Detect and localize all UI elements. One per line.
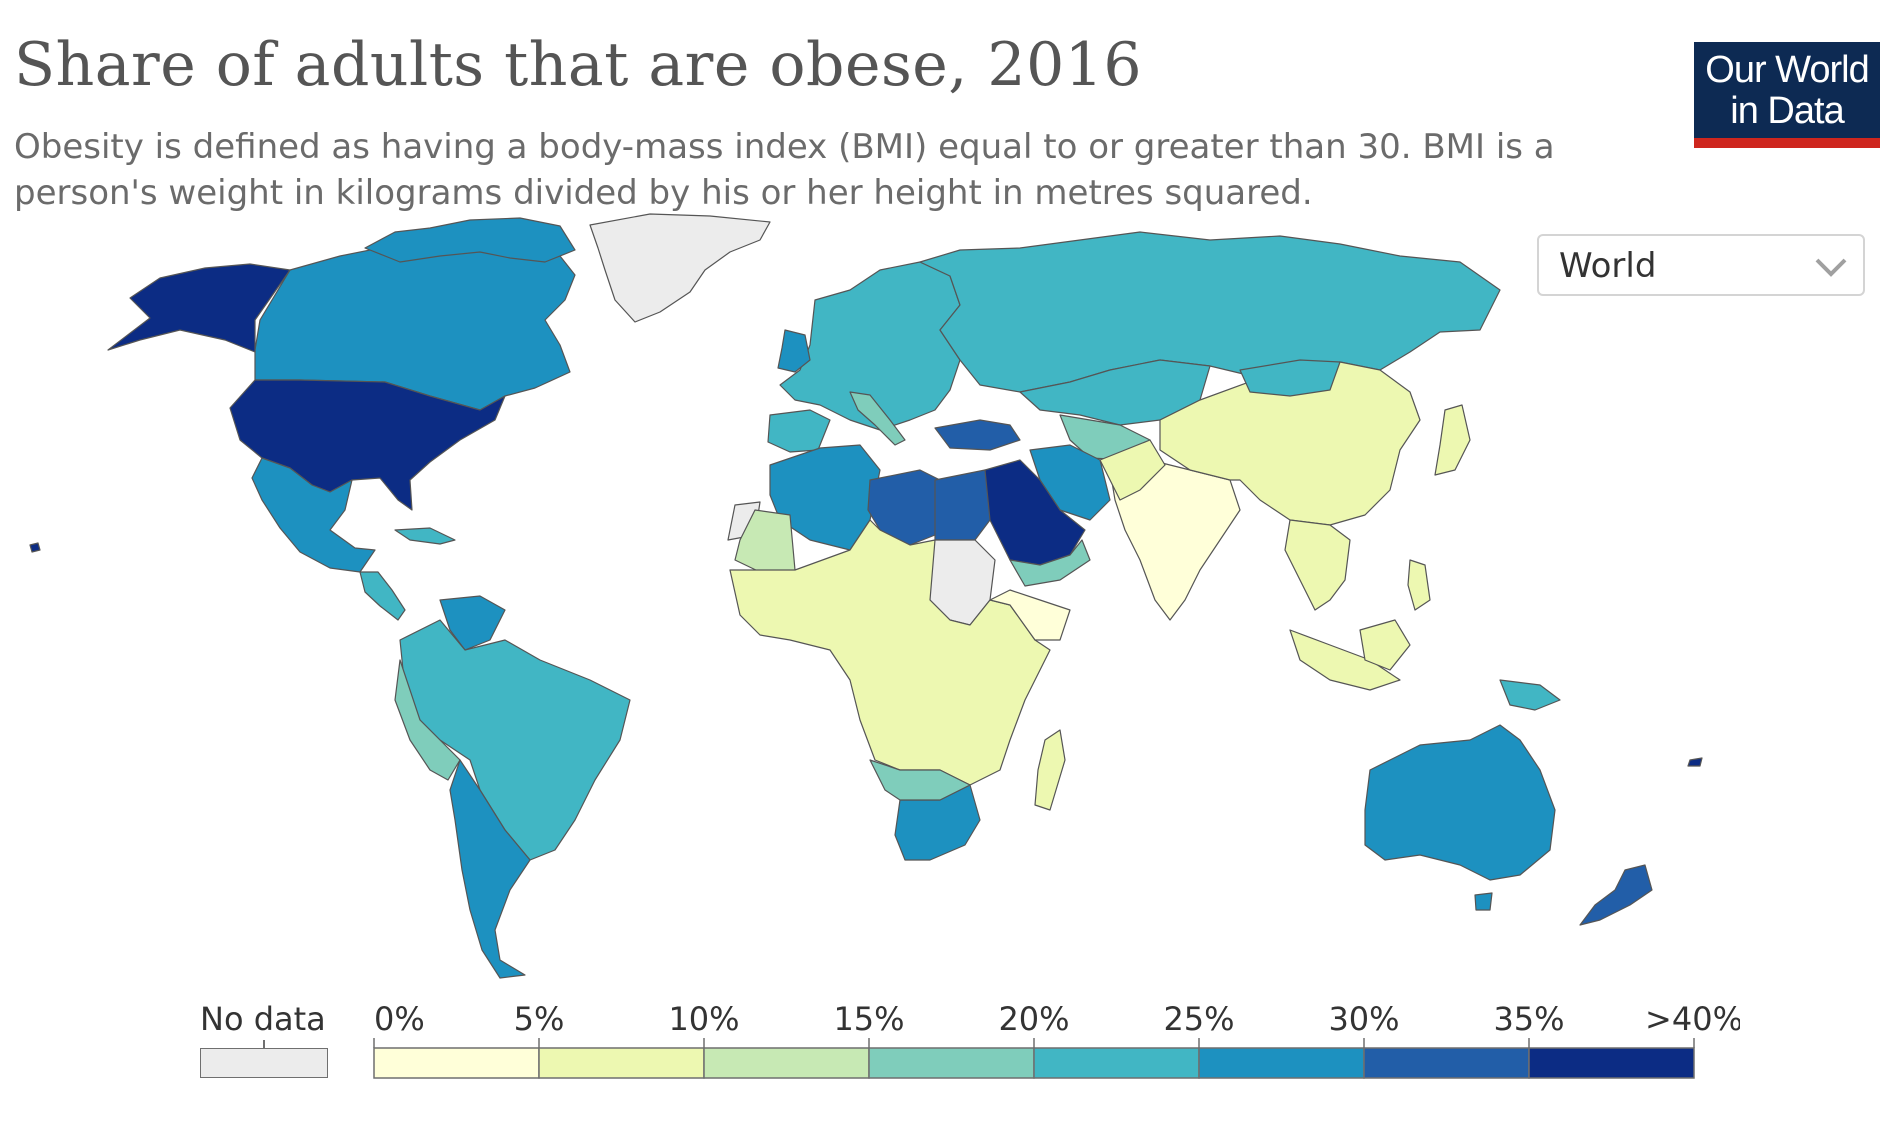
legend-no-data-tick [263,1040,265,1050]
country-alaska[interactable] [107,263,291,353]
country-japan[interactable] [1434,404,1471,476]
legend-no-data-label: No data [200,1000,326,1038]
legend-swatch [868,1047,1035,1079]
legend-scale: 0% 5% 10% 15% 20% 25% 30% 35% >40% [373,1000,1740,1079]
country-venezuela[interactable] [439,595,506,651]
legend-tick-label: 20% [998,1000,1069,1038]
country-peru[interactable] [394,659,461,781]
country-mexico[interactable] [251,457,376,573]
logo-line-2: in Data [1730,90,1844,132]
country-yemen[interactable] [1009,539,1091,587]
country-italy[interactable] [849,391,906,446]
country-cuba[interactable] [394,527,456,545]
country-philippines[interactable] [1407,559,1431,611]
legend-tick-label: >40% [1645,1000,1740,1038]
legend-swatch [538,1047,705,1079]
legend-swatch [373,1047,540,1079]
country-hawaii[interactable] [29,542,41,553]
country-uk[interactable] [777,329,811,373]
country-turkey[interactable] [934,419,1021,451]
legend-tick-label: 10% [668,1000,739,1038]
country-indonesia[interactable] [1289,629,1401,691]
legend-tick-label: 30% [1328,1000,1399,1038]
country-greenland[interactable] [589,213,771,323]
legend-tick-label: 35% [1493,1000,1564,1038]
country-central-america[interactable] [359,571,406,621]
country-mongolia[interactable] [1239,359,1341,397]
country-new-zealand[interactable] [1579,864,1653,926]
country-canada-islands[interactable] [364,217,576,263]
chart-subtitle: Obesity is defined as having a body-mass… [14,127,1555,213]
logo-line-1: Our World [1705,49,1869,91]
country-egypt[interactable] [934,469,991,541]
country-spain[interactable] [767,409,831,453]
world-map[interactable] [0,200,1897,1000]
country-madagascar[interactable] [1034,729,1066,811]
country-papua-new-guinea[interactable] [1499,679,1561,711]
country-tasmania[interactable] [1474,892,1493,911]
country-libya[interactable] [867,469,941,546]
country-pakistan[interactable] [1099,439,1166,501]
legend-swatch [1033,1047,1200,1079]
country-ethiopia[interactable] [989,589,1071,641]
country-australia[interactable] [1364,724,1556,881]
legend-no-data-swatch [200,1048,328,1078]
chevron-down-icon [1815,258,1847,277]
region-select[interactable]: World [1537,234,1865,296]
country-namibia-botswana[interactable] [869,759,971,801]
country-pacific-islands[interactable] [1687,757,1703,767]
legend-tick-label: 0% [374,1000,425,1038]
legend-swatch [1198,1047,1365,1079]
legend-swatch [703,1047,870,1079]
legend-swatch [1363,1047,1530,1079]
country-southeast-asia[interactable] [1284,519,1351,611]
owid-logo[interactable]: Our World in Data [1694,42,1880,148]
legend-tick-label: 15% [833,1000,904,1038]
country-borneo[interactable] [1359,619,1411,671]
country-argentina[interactable] [449,759,531,979]
region-select-value: World [1559,246,1657,286]
legend-tick-label: 5% [514,1000,565,1038]
legend-tick-label: 25% [1163,1000,1234,1038]
legend-swatch [1528,1047,1695,1079]
country-sub-saharan-africa[interactable] [729,519,1051,786]
chart-title: Share of adults that are obese, 2016 [14,30,1143,100]
